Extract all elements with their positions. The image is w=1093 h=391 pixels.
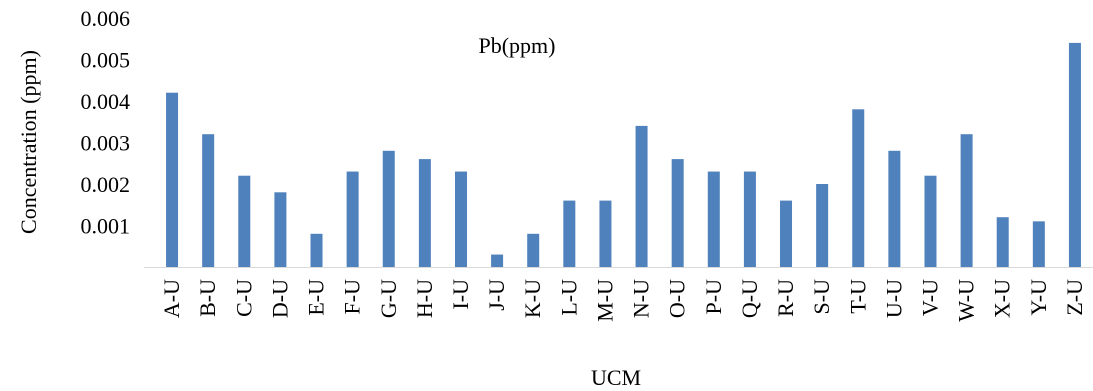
bar [852, 109, 865, 267]
y-tick-label: 0.003 [81, 131, 131, 156]
x-tick-label: T-U [845, 279, 870, 314]
x-tick-label: N-U [629, 279, 654, 318]
x-tick-label: I-U [448, 279, 473, 310]
chart-title: Pb(ppm) [479, 33, 556, 58]
x-tick-label: G-U [376, 279, 401, 318]
bar [1068, 42, 1081, 268]
bar [707, 171, 720, 267]
x-tick-label: P-U [701, 279, 726, 315]
bar [563, 200, 576, 267]
bar [527, 233, 540, 267]
bar [310, 233, 323, 267]
x-axis-title: UCM [591, 365, 641, 390]
bar [960, 134, 973, 267]
x-axis-tick-labels: A-U B-U C-U D-U E-U F-U G-U H-U I-U J-U K-U L-U M-U N… [159, 279, 1087, 322]
bar [166, 92, 179, 267]
bar [599, 200, 612, 267]
x-tick-label: A-U [159, 279, 184, 318]
x-tick-label: R-U [773, 279, 798, 317]
bar [635, 125, 648, 268]
y-tick-label: 0.006 [81, 6, 131, 31]
x-tick-label: B-U [195, 279, 220, 317]
x-tick-label: Z-U [1062, 279, 1087, 316]
bar [346, 171, 359, 267]
x-tick-label: L-U [556, 279, 581, 316]
bar [996, 217, 1009, 267]
x-tick-label: X-U [990, 279, 1015, 318]
x-tick-label: Y-U [1026, 279, 1051, 316]
y-tick-label: 0.005 [81, 48, 131, 73]
bar [888, 150, 901, 267]
y-tick-label: 0.001 [81, 214, 131, 239]
x-tick-label: E-U [304, 279, 329, 316]
bar [743, 171, 756, 267]
x-tick-label: J-U [484, 279, 509, 311]
x-tick-label: D-U [267, 279, 292, 318]
bar [202, 134, 215, 267]
bar [671, 159, 684, 267]
bar [454, 171, 467, 267]
y-axis-tick-labels: 0.001 0.002 0.003 0.004 0.005 0.006 [81, 6, 131, 239]
x-tick-label: C-U [231, 279, 256, 317]
x-tick-label: U-U [881, 279, 906, 318]
bar [816, 184, 829, 267]
bar [780, 200, 793, 267]
y-axis-title: Concentration (ppm) [16, 50, 41, 234]
x-tick-label: W-U [954, 279, 979, 322]
bars [166, 42, 1081, 268]
y-tick-label: 0.004 [81, 89, 131, 114]
x-tick-label: F-U [340, 279, 365, 315]
x-tick-label: S-U [809, 279, 834, 315]
x-tick-label: V-U [917, 279, 942, 316]
bar [382, 150, 395, 267]
x-tick-label: M-U [592, 279, 617, 322]
bar [238, 175, 251, 267]
x-tick-label: K-U [520, 279, 545, 318]
y-tick-label: 0.002 [81, 172, 131, 197]
bar [418, 159, 431, 267]
x-tick-label: H-U [412, 279, 437, 318]
bar [924, 175, 937, 267]
x-tick-label: Q-U [737, 279, 762, 318]
x-tick-label: O-U [665, 279, 690, 318]
bar [491, 254, 504, 267]
bar [274, 192, 287, 267]
bar [1032, 221, 1045, 267]
